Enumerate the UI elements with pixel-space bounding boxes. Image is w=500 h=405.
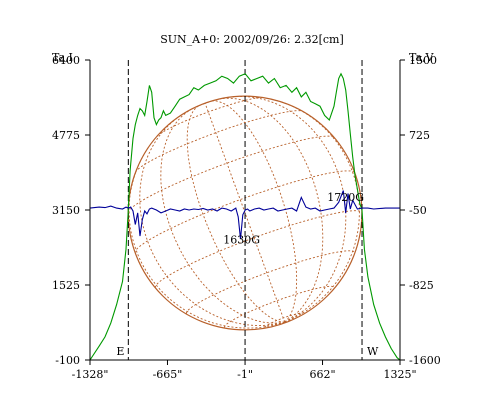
disk-grid-line (160, 109, 285, 324)
disk-grid-line (185, 250, 356, 314)
y-right-tick-label: -1600 (409, 354, 441, 367)
x-tick-label: 662" (309, 368, 335, 381)
disk-grid-line (135, 110, 303, 173)
y-right-axis-label: Ta,V (409, 51, 435, 64)
disk-grid-line (224, 285, 335, 328)
y-left-tick-label: 4775 (52, 129, 80, 142)
x-tick-label: -665" (153, 368, 183, 381)
disk-grid-line (154, 210, 363, 288)
x-tick-label: -1328" (72, 368, 109, 381)
west-marker-label: W (367, 345, 379, 358)
disk-grid-line (156, 97, 264, 137)
disk-grid-line (204, 103, 286, 323)
axes: -1328" -665" -1" 662" 1325" -100 1525 3150 4775 6… (52, 54, 441, 381)
disk-grid-line (128, 146, 285, 329)
chart-title: SUN_A+0: 2002/09/26: 2.32[cm] (160, 33, 344, 46)
polarization-series-line (89, 190, 400, 240)
y-right-tick-label: 1500 (409, 54, 437, 67)
y-left-tick-label: -100 (55, 354, 80, 367)
y-left-axis-label: Ta,I (52, 51, 73, 64)
east-marker-label: E (116, 345, 124, 358)
y-right-tick-label: -825 (409, 279, 434, 292)
disk-grid-line (275, 99, 360, 323)
intensity-series-line (89, 72, 401, 361)
y-left-tick-label: 6400 (52, 54, 80, 67)
disk-grid-line (264, 312, 304, 328)
y-right-tick-label: 725 (409, 129, 430, 142)
disk-grid-line (210, 100, 298, 323)
disk-grid-line (220, 97, 324, 323)
y-right-tick-label: -50 (409, 204, 427, 217)
y-left-tick-label: 3150 (52, 204, 80, 217)
disk-grid-line (186, 105, 285, 323)
plot-area: E W 1720G 1630G (89, 60, 401, 361)
x-tick-label: 1325" (383, 368, 416, 381)
annotation-label: 1630G (223, 234, 260, 247)
disk-grid-line (127, 135, 335, 213)
y-left-tick-label: 1525 (52, 279, 80, 292)
annotation-label: 1720G (327, 191, 364, 204)
x-tick-label: -1" (237, 368, 253, 381)
disk-grid-line (134, 170, 356, 254)
